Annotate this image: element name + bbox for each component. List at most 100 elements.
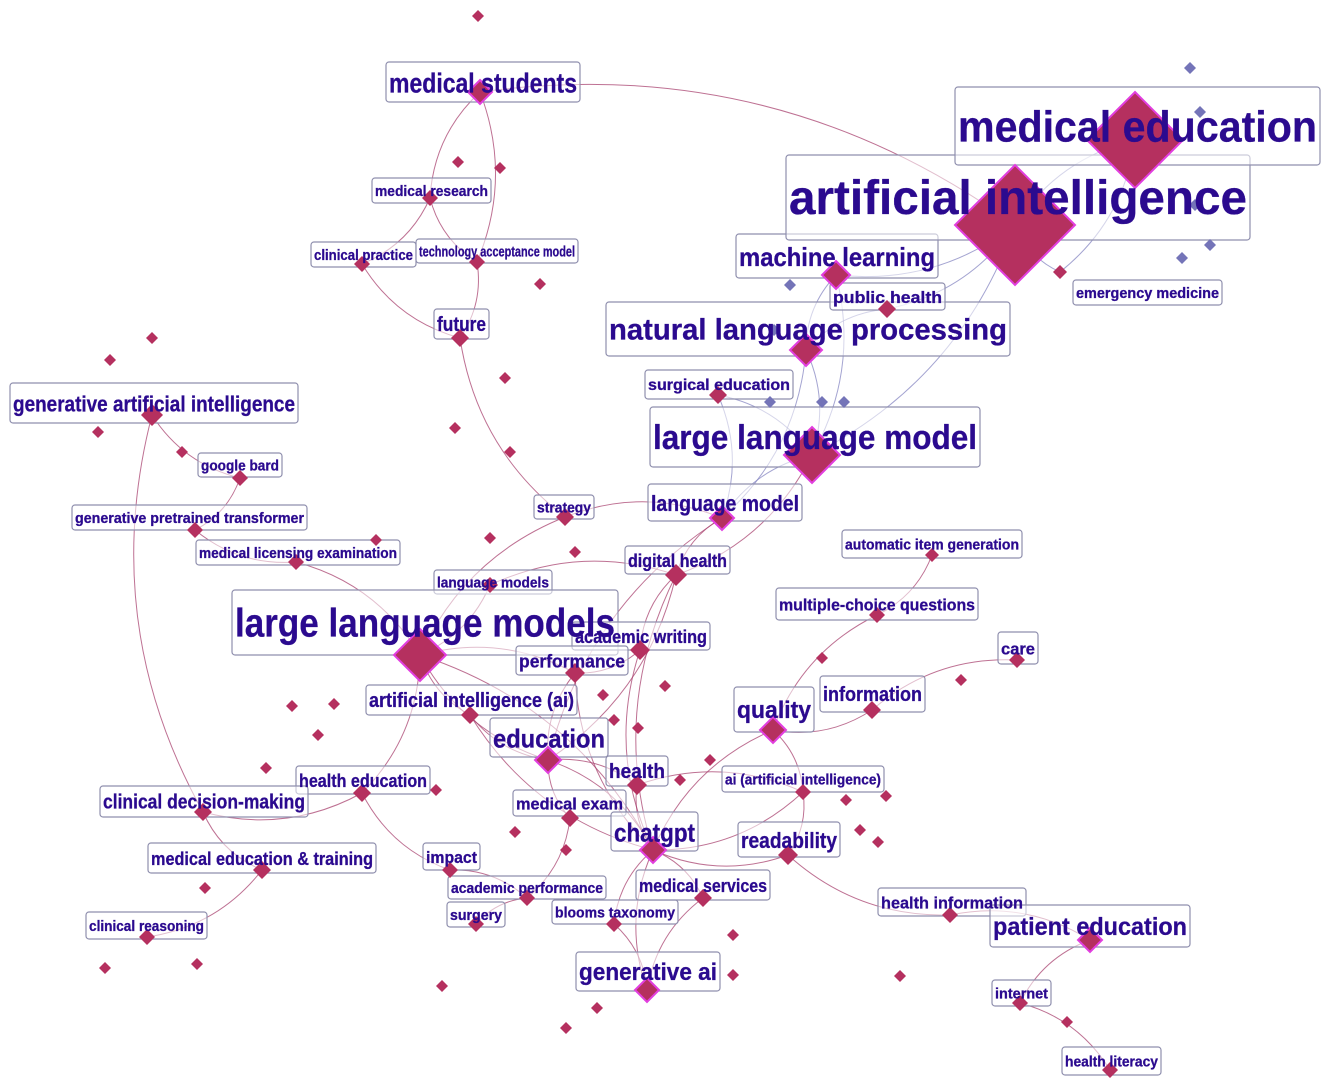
node-label: patient education bbox=[993, 913, 1187, 941]
node-marker bbox=[561, 809, 579, 827]
node-label: medical licensing examination bbox=[199, 545, 397, 562]
node-marker bbox=[392, 627, 448, 683]
node-marker bbox=[565, 663, 585, 683]
node-marker bbox=[370, 534, 382, 546]
node-marker bbox=[665, 564, 687, 586]
node-label: internet bbox=[995, 986, 1048, 1003]
node-marker bbox=[1076, 926, 1104, 954]
node-marker bbox=[141, 404, 163, 426]
node-marker bbox=[863, 701, 881, 719]
node-marker bbox=[704, 754, 716, 766]
node-label: generative pretrained transformer bbox=[75, 510, 304, 527]
node-marker bbox=[354, 256, 370, 272]
node-marker bbox=[1204, 239, 1216, 251]
node-label: digital health bbox=[628, 551, 727, 571]
node-label: health bbox=[609, 761, 665, 783]
node-label: clinical practice bbox=[314, 247, 413, 264]
edge bbox=[459, 337, 566, 518]
label-box bbox=[1072, 279, 1223, 306]
node-label: language model bbox=[651, 491, 799, 516]
node-marker bbox=[788, 332, 824, 368]
node-marker bbox=[872, 836, 884, 848]
node-marker bbox=[328, 698, 340, 710]
node-marker bbox=[816, 396, 828, 408]
node-marker bbox=[452, 156, 464, 168]
node-marker bbox=[176, 446, 188, 458]
node-marker bbox=[466, 78, 494, 106]
node-marker bbox=[232, 470, 248, 486]
node-marker bbox=[1085, 90, 1185, 190]
node-label: automatic item generation bbox=[845, 537, 1019, 554]
node-label: health education bbox=[299, 771, 427, 791]
node-marker bbox=[499, 372, 511, 384]
node-label: care bbox=[1001, 640, 1035, 659]
node-marker bbox=[820, 259, 852, 291]
node-label: chatgpt bbox=[614, 818, 695, 848]
node-label: performance bbox=[519, 652, 625, 672]
node-marker bbox=[286, 700, 298, 712]
node-marker bbox=[509, 826, 521, 838]
node-label: medical services bbox=[639, 876, 767, 896]
node-marker bbox=[854, 824, 866, 836]
node-marker bbox=[764, 396, 776, 408]
edge bbox=[476, 91, 496, 263]
node-marker bbox=[869, 607, 885, 623]
node-label: blooms taxonomy bbox=[555, 905, 676, 922]
node-label: clinical reasoning bbox=[89, 918, 204, 935]
node-marker bbox=[591, 1002, 603, 1014]
node-marker bbox=[187, 522, 203, 538]
node-marker bbox=[569, 546, 581, 558]
edge bbox=[635, 574, 677, 851]
node-marker bbox=[451, 329, 469, 347]
node-marker bbox=[534, 278, 546, 290]
node-marker bbox=[1053, 265, 1067, 279]
node-marker bbox=[436, 980, 448, 992]
node-marker bbox=[449, 422, 461, 434]
node-label: medical education & training bbox=[151, 849, 373, 869]
node-marker bbox=[560, 844, 572, 856]
node-marker bbox=[519, 890, 535, 906]
node-label: medical research bbox=[375, 183, 488, 200]
node-marker bbox=[253, 861, 271, 879]
node-marker bbox=[472, 10, 484, 22]
node-label: emergency medicine bbox=[1076, 285, 1219, 302]
node-marker bbox=[784, 279, 796, 291]
node-label: readability bbox=[741, 828, 838, 853]
node-label: clinical decision-making bbox=[103, 792, 305, 814]
node-marker bbox=[442, 862, 458, 878]
node-label: medical exam bbox=[516, 795, 623, 814]
node-marker bbox=[630, 640, 650, 660]
node-label: health literacy bbox=[1065, 1054, 1159, 1071]
node-marker bbox=[955, 674, 967, 686]
node-marker bbox=[104, 354, 116, 366]
node-marker bbox=[606, 916, 622, 932]
edge bbox=[652, 849, 789, 867]
node-marker bbox=[627, 775, 647, 795]
node-marker bbox=[494, 162, 506, 174]
node-marker bbox=[560, 1022, 572, 1034]
node-marker bbox=[469, 254, 485, 270]
node-marker bbox=[608, 714, 620, 726]
node-label: surgery bbox=[450, 907, 503, 924]
node-marker bbox=[422, 190, 438, 206]
node-marker bbox=[953, 163, 1077, 287]
node-marker bbox=[727, 929, 739, 941]
node-marker bbox=[795, 784, 811, 800]
node-label: large language model bbox=[653, 419, 977, 457]
node-marker bbox=[727, 969, 739, 981]
node-marker bbox=[484, 532, 496, 544]
node-marker bbox=[468, 916, 484, 932]
node-marker bbox=[840, 794, 852, 806]
node-marker bbox=[674, 774, 686, 786]
nodes bbox=[92, 10, 1216, 1078]
node-label: language models bbox=[437, 575, 549, 592]
node-marker bbox=[482, 577, 498, 593]
node-marker bbox=[816, 652, 828, 664]
node-marker bbox=[99, 962, 111, 974]
node-marker bbox=[894, 970, 906, 982]
node-marker bbox=[191, 958, 203, 970]
node-label: medical students bbox=[389, 68, 577, 99]
node-marker bbox=[1012, 995, 1028, 1011]
labels: medical students medical research clinical… bbox=[13, 67, 1317, 1071]
node-marker bbox=[1102, 1062, 1118, 1078]
